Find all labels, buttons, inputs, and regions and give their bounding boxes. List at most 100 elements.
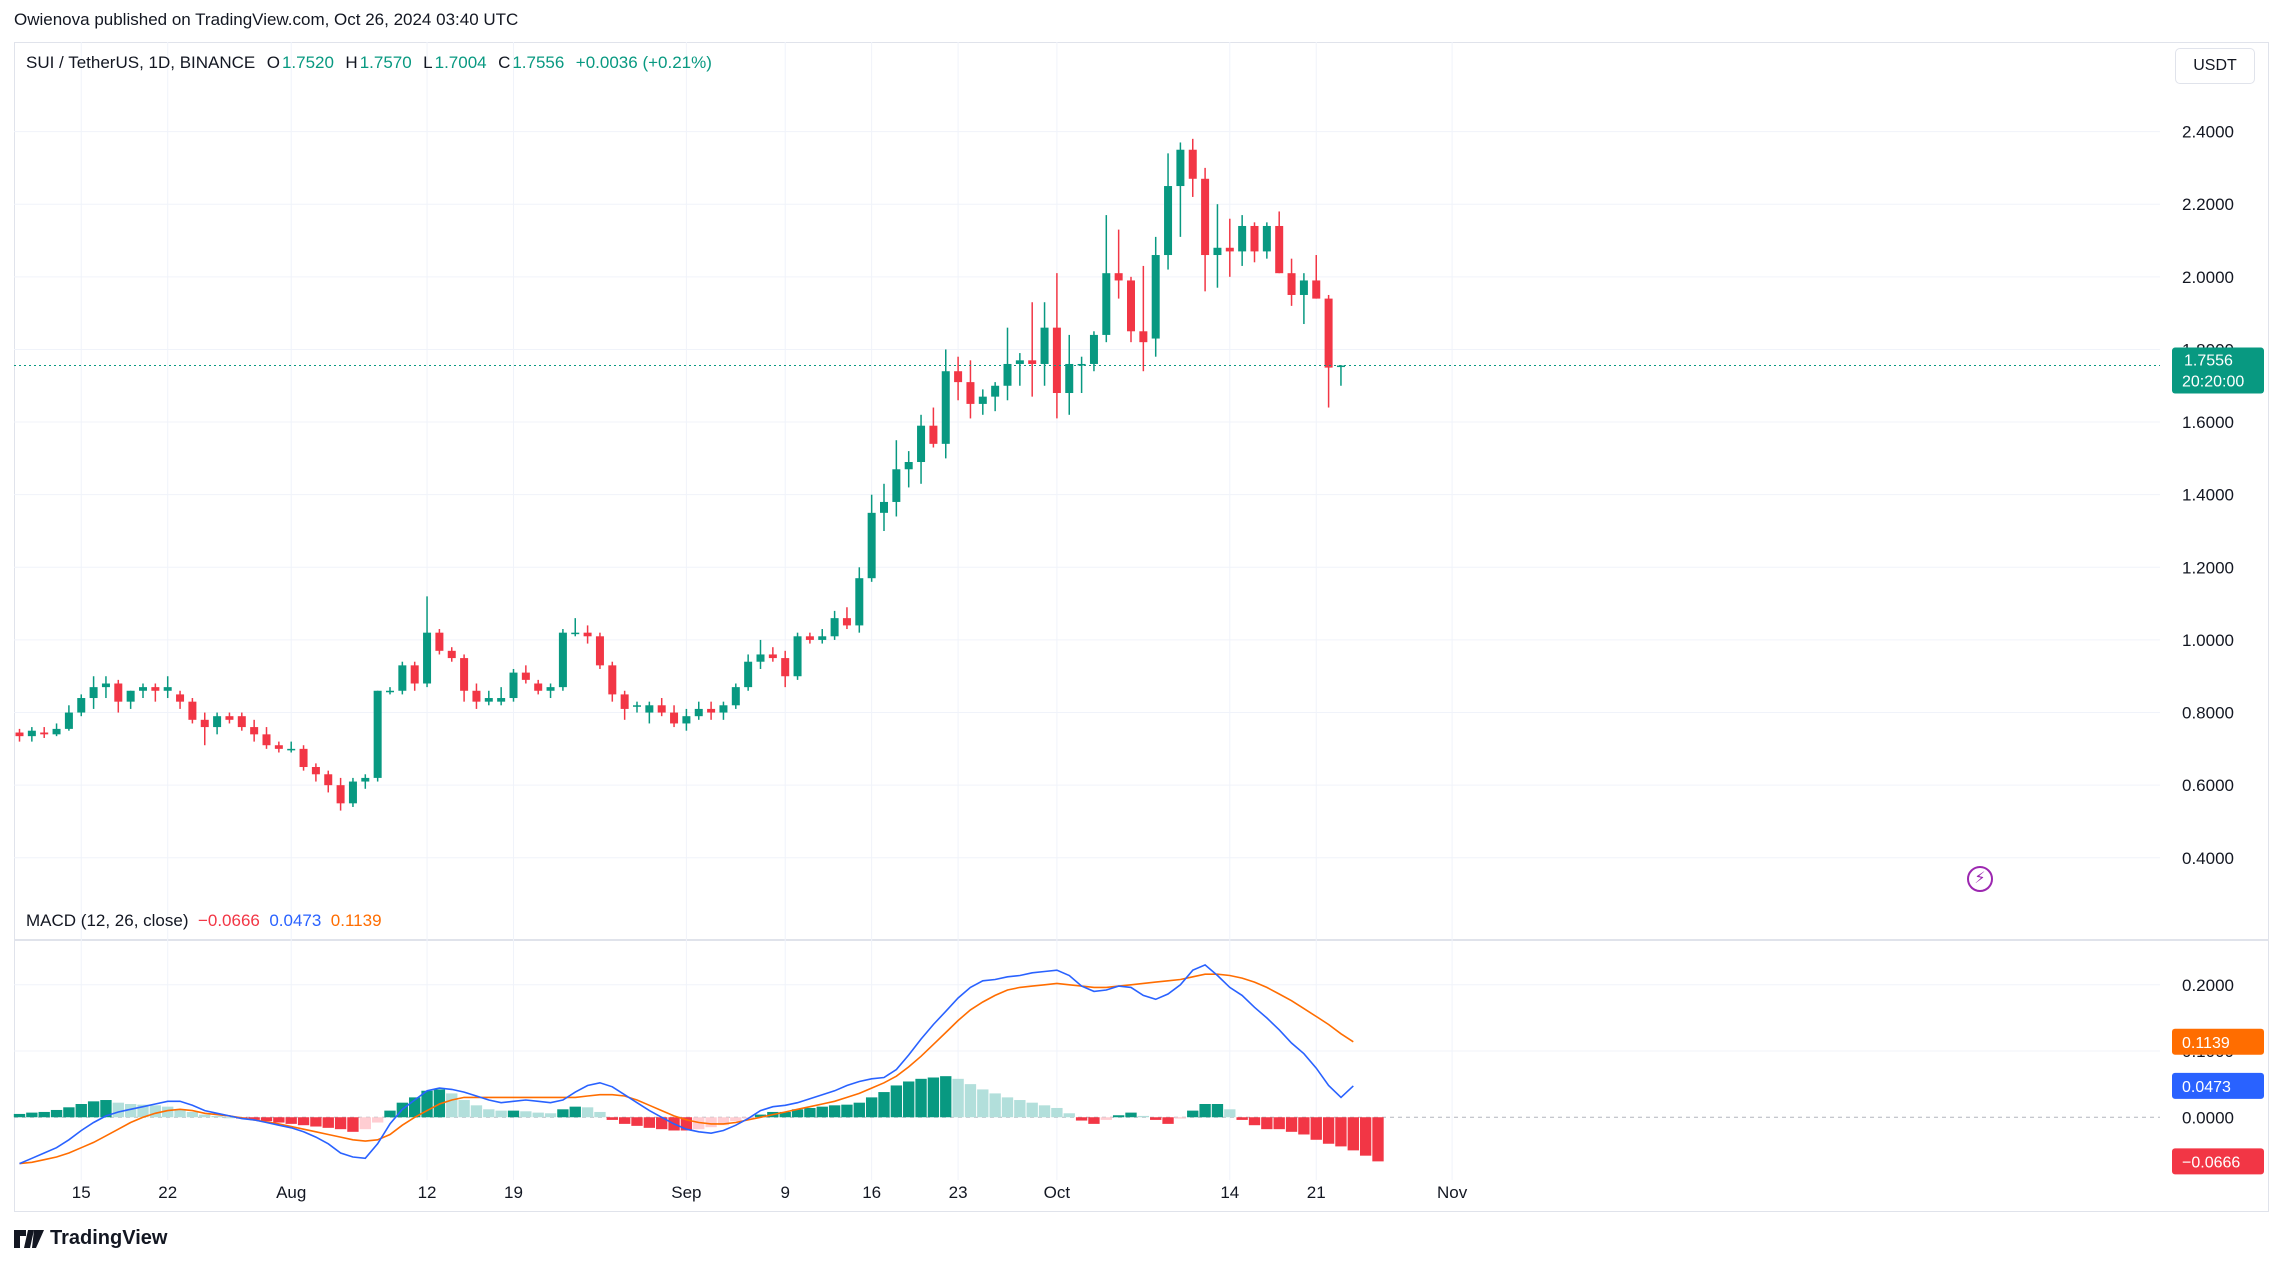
candle-body[interactable] xyxy=(200,719,209,728)
candle-body[interactable] xyxy=(163,687,172,691)
candle-body[interactable] xyxy=(880,501,888,513)
candle-body[interactable] xyxy=(867,512,876,579)
candle-body[interactable] xyxy=(657,705,666,713)
candle-body[interactable] xyxy=(1225,247,1234,252)
candle-body[interactable] xyxy=(1052,327,1061,394)
candle-body[interactable] xyxy=(348,781,357,804)
candle-body[interactable] xyxy=(571,632,580,635)
candle-body[interactable] xyxy=(447,650,456,659)
candle-body[interactable] xyxy=(398,665,407,691)
candle-body[interactable] xyxy=(1201,178,1210,256)
candle-body[interactable] xyxy=(633,705,641,707)
candle-body[interactable] xyxy=(805,636,814,640)
candle-body[interactable] xyxy=(484,698,493,702)
candle-body[interactable] xyxy=(1077,363,1086,366)
candle-body[interactable] xyxy=(707,708,716,713)
candle-body[interactable] xyxy=(1015,360,1024,364)
candle-body[interactable] xyxy=(1238,225,1247,252)
candle-body[interactable] xyxy=(534,683,543,691)
candle-body[interactable] xyxy=(1114,273,1123,281)
candle-body[interactable] xyxy=(1040,327,1049,364)
candle-body[interactable] xyxy=(917,425,926,463)
candle-body[interactable] xyxy=(126,690,135,702)
candle-body[interactable] xyxy=(250,727,259,735)
symbol-title[interactable]: SUI / TetherUS, 1D, BINANCE xyxy=(26,53,256,72)
candle-body[interactable] xyxy=(1287,273,1296,295)
candle-body[interactable] xyxy=(15,732,24,737)
candle-body[interactable] xyxy=(262,734,271,746)
candle-body[interactable] xyxy=(1250,225,1259,252)
candle-body[interactable] xyxy=(64,712,73,729)
candle-body[interactable] xyxy=(595,636,604,666)
candle-body[interactable] xyxy=(892,469,901,502)
candle-body[interactable] xyxy=(694,708,703,717)
candle-body[interactable] xyxy=(1102,273,1111,335)
candle-body[interactable] xyxy=(818,636,827,640)
candle-body[interactable] xyxy=(89,687,98,699)
candle-body[interactable] xyxy=(237,716,246,728)
candle-body[interactable] xyxy=(731,687,740,706)
candle-body[interactable] xyxy=(274,745,283,749)
candle-body[interactable] xyxy=(27,730,36,737)
candle-body[interactable] xyxy=(1336,365,1345,368)
candle-body[interactable] xyxy=(373,690,382,778)
candle-body[interactable] xyxy=(793,636,802,677)
candle-body[interactable] xyxy=(336,785,345,804)
candle-body[interactable] xyxy=(287,748,296,751)
candle-body[interactable] xyxy=(1188,149,1197,179)
candle-body[interactable] xyxy=(842,618,851,626)
candle-body[interactable] xyxy=(1089,334,1098,364)
candle-body[interactable] xyxy=(1151,255,1160,339)
candle-body[interactable] xyxy=(101,683,110,688)
candle-body[interactable] xyxy=(608,665,617,695)
candle-body[interactable] xyxy=(978,396,987,404)
candle-body[interactable] xyxy=(1312,280,1321,299)
candle-body[interactable] xyxy=(645,705,654,713)
candle-body[interactable] xyxy=(756,654,765,662)
candle-body[interactable] xyxy=(509,672,518,699)
candle-body[interactable] xyxy=(324,774,333,786)
lightning-icon[interactable]: ⚡ xyxy=(1967,866,1993,892)
candle-body[interactable] xyxy=(1164,186,1173,256)
candle-body[interactable] xyxy=(423,632,432,684)
candle-body[interactable] xyxy=(361,777,370,782)
candle-body[interactable] xyxy=(521,672,530,680)
candle-body[interactable] xyxy=(213,716,222,728)
candle-body[interactable] xyxy=(497,698,506,702)
candle-body[interactable] xyxy=(1213,247,1222,256)
candle-body[interactable] xyxy=(1139,331,1148,343)
candle-body[interactable] xyxy=(768,654,777,659)
candle-body[interactable] xyxy=(176,694,185,702)
candle-body[interactable] xyxy=(1299,280,1308,295)
candle-body[interactable] xyxy=(966,382,975,404)
candle-body[interactable] xyxy=(583,632,592,637)
candle-body[interactable] xyxy=(1003,363,1012,386)
candle-body[interactable] xyxy=(410,665,419,684)
candle-body[interactable] xyxy=(781,658,790,677)
candle-body[interactable] xyxy=(620,694,629,709)
candle-body[interactable] xyxy=(472,690,481,702)
candle-body[interactable] xyxy=(139,687,147,691)
candle-body[interactable] xyxy=(904,462,913,470)
candle-body[interactable] xyxy=(744,661,753,688)
candle-body[interactable] xyxy=(114,683,123,702)
currency-button[interactable]: USDT xyxy=(2175,48,2255,84)
candle-body[interactable] xyxy=(299,748,308,768)
candle-body[interactable] xyxy=(386,690,394,693)
candle-body[interactable] xyxy=(77,698,86,713)
candle-body[interactable] xyxy=(682,716,691,724)
candle-body[interactable] xyxy=(311,767,320,775)
candle-body[interactable] xyxy=(1275,225,1284,274)
candle-body[interactable] xyxy=(435,632,444,651)
candle-body[interactable] xyxy=(558,632,567,688)
candle-body[interactable] xyxy=(225,716,234,720)
candle-body[interactable] xyxy=(719,705,728,713)
candle-body[interactable] xyxy=(1262,225,1271,252)
candle-body[interactable] xyxy=(151,687,160,691)
candle-body[interactable] xyxy=(546,687,555,691)
candle-body[interactable] xyxy=(1176,149,1185,187)
macd-title[interactable]: MACD (12, 26, close) xyxy=(26,911,189,930)
candle-body[interactable] xyxy=(188,701,197,720)
candle-body[interactable] xyxy=(40,732,49,735)
